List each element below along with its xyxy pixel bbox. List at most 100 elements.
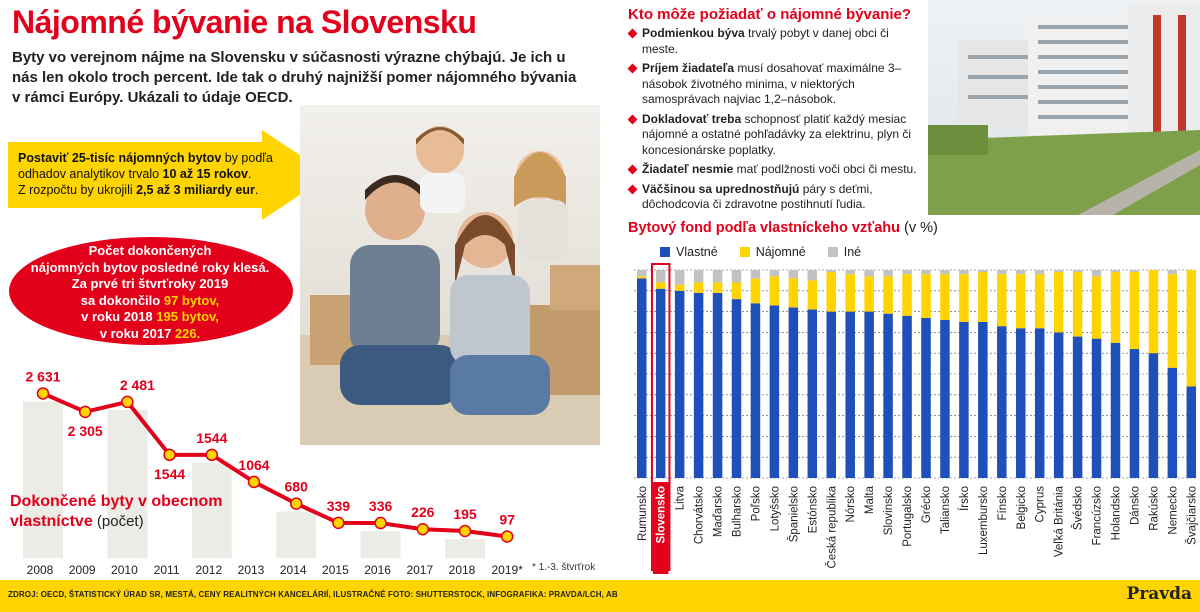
bar-x-tick: Česká republika	[825, 485, 838, 568]
line-point	[121, 395, 134, 409]
red-text-line-4: sa dokončilo 97 bytov,	[80, 292, 220, 308]
bar-segment	[769, 270, 780, 277]
line-x-tick: 2008	[27, 563, 54, 577]
bar-segment	[788, 278, 799, 308]
bar-segment	[655, 282, 666, 289]
bar-segment	[845, 274, 855, 312]
bar-segment	[674, 284, 685, 291]
bar-segment	[997, 274, 1007, 327]
arrow-text-bold-1: Postaviť 25-tisíc nájomných bytov	[18, 151, 222, 165]
bar-x-tick: Litva	[675, 485, 687, 510]
line-value-label: 336	[369, 498, 393, 514]
bar-segment	[712, 292, 723, 478]
bar-segment	[637, 270, 647, 277]
line-x-tick: 2018	[449, 563, 476, 577]
bar-segment	[902, 274, 912, 316]
line-point	[205, 448, 219, 462]
arrow-text-end-2: .	[254, 183, 259, 197]
line-point	[500, 530, 514, 543]
bar-segment	[1148, 353, 1159, 478]
bar-segment	[1186, 270, 1197, 387]
bar-segment	[978, 270, 988, 273]
bar-segment	[940, 270, 950, 275]
arrow-text-bold-2: 10 až 15 rokov	[162, 167, 248, 181]
bar-segment	[978, 322, 988, 478]
bar-segment	[1110, 342, 1121, 478]
bar-x-tick: Grécko	[921, 486, 933, 523]
bar-segment	[769, 305, 780, 478]
bar-x-tick: Malta	[864, 485, 876, 514]
line-value-label: 226	[411, 504, 435, 520]
bar-segment	[1072, 272, 1083, 337]
bar-x-tick: Chorvátsko	[694, 486, 706, 544]
bar-segment	[883, 270, 893, 277]
bar-x-tick: Veľká Británia	[1054, 485, 1066, 557]
bar-segment	[807, 309, 818, 478]
year-band	[445, 538, 485, 558]
bar-segment	[750, 303, 761, 478]
red-text-line-6: v roku 2017 226.	[99, 325, 201, 341]
line-point	[374, 516, 387, 530]
bar-segment	[845, 270, 855, 275]
bar-segment	[693, 282, 704, 293]
legend-label: Iné	[843, 245, 862, 259]
bar-segment	[1053, 270, 1064, 273]
bar-segment	[655, 270, 666, 283]
bar-segment	[807, 270, 818, 281]
line-x-tick: 2009	[69, 563, 96, 577]
line-point	[289, 497, 303, 510]
bar-x-tick: Francúzsko	[1092, 486, 1104, 545]
lead-paragraph: Byty vo verejnom nájme na Slovensku v sú…	[12, 49, 577, 106]
year-band	[276, 511, 317, 558]
bar-segment	[750, 270, 761, 279]
bar-segment	[883, 313, 893, 478]
line-value-label: 2 481	[120, 377, 155, 393]
line-point	[163, 448, 176, 462]
bar-segment	[674, 270, 685, 285]
line-point	[36, 387, 50, 400]
bar-chart-legend: Vlastné Nájomné Iné	[660, 245, 861, 259]
bar-segment	[1053, 272, 1064, 333]
bar-segment	[1091, 276, 1102, 339]
bar-segment	[826, 272, 836, 312]
bar-x-tick: Nemecko	[1167, 486, 1179, 535]
eligibility-item: Väčšinou sa uprednostňujú páry s deťmi, …	[628, 182, 928, 213]
bar-segment	[807, 280, 818, 310]
bar-segment	[788, 270, 799, 279]
bar-segment	[997, 326, 1007, 478]
bar-segment	[655, 288, 666, 478]
line-point	[332, 516, 345, 530]
family-photo-illustration	[300, 105, 600, 445]
line-x-tick: 2014	[280, 563, 307, 577]
bar-x-tick: Španielsko	[787, 486, 800, 542]
line-value-label: 1544	[196, 430, 227, 446]
bar-x-tick: Luxembursko	[978, 486, 990, 555]
eligibility-item: Žiadateľ nesmie mať podlžnosti voči obci…	[628, 162, 928, 178]
bar-segment	[902, 270, 912, 275]
bar-segment	[731, 299, 742, 478]
arrow-text-end-1: .	[248, 167, 252, 181]
line-value-label: 195	[453, 506, 477, 522]
year-band	[360, 531, 401, 558]
bar-segment	[1034, 274, 1045, 329]
bar-segment	[1072, 270, 1083, 273]
red-ellipse	[9, 237, 293, 345]
legend-swatch	[660, 247, 670, 257]
bar-segment	[1148, 270, 1159, 354]
line-x-tick: 2011	[154, 563, 180, 577]
bar-segment	[826, 270, 836, 273]
footer-band	[0, 580, 1200, 612]
line-x-tick: 2010	[111, 563, 138, 577]
line-value-label: 680	[285, 479, 309, 495]
bar-x-tick: Portugalsko	[902, 486, 914, 547]
family-photo	[300, 105, 600, 445]
line-point	[78, 405, 92, 419]
line-x-tick: 2015	[322, 563, 349, 577]
bar-x-tick: Lotyšsko	[769, 486, 781, 531]
bar-segment	[637, 276, 647, 279]
bar-segment	[637, 278, 647, 478]
red-text-line-3: Za prvé tri štvrťroky 2019	[71, 276, 229, 291]
bar-x-tick: Taliansko	[940, 486, 952, 534]
line-chart: 2 631 2008 2 305 2009 2 481 2010 1544 2011 1544 2…	[23, 368, 523, 577]
bar-segment	[864, 270, 874, 277]
